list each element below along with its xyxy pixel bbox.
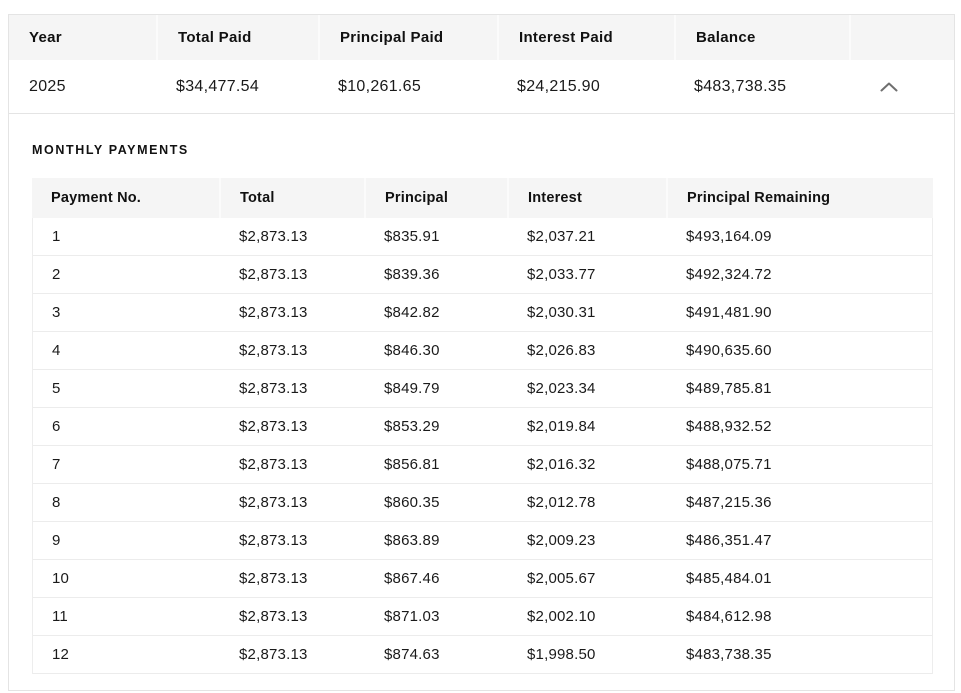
cell-principal-remaining: $491,481.90	[667, 294, 932, 331]
cell-principal: $853.29	[365, 408, 508, 445]
row-toggle-cell	[849, 60, 954, 113]
cell-principal-remaining: $488,932.52	[667, 408, 932, 445]
cell-total: $2,873.13	[220, 522, 365, 559]
cell-interest: $1,998.50	[508, 636, 667, 673]
cell-payment-no: 1	[33, 218, 220, 255]
table-row: 7 $2,873.13 $856.81 $2,016.32 $488,075.7…	[33, 446, 932, 484]
cell-principal-remaining: $490,635.60	[667, 332, 932, 369]
cell-principal-remaining: $488,075.71	[667, 446, 932, 483]
cell-principal: $867.46	[365, 560, 508, 597]
year-summary-row-2025[interactable]: 2025 $34,477.54 $10,261.65 $24,215.90 $4…	[9, 60, 954, 113]
monthly-payments-body: 1 $2,873.13 $835.91 $2,037.21 $493,164.0…	[32, 218, 933, 674]
total-paid-value: $34,477.54	[156, 60, 318, 113]
col-header-payment-no: Payment No.	[51, 190, 142, 206]
table-row: 5 $2,873.13 $849.79 $2,023.34 $489,785.8…	[33, 370, 932, 408]
cell-payment-no: 12	[33, 636, 220, 673]
cell-payment-no: 11	[33, 598, 220, 635]
col-header-balance: Balance	[674, 15, 849, 60]
chevron-up-icon	[880, 82, 898, 92]
table-row: 4 $2,873.13 $846.30 $2,026.83 $490,635.6…	[33, 332, 932, 370]
cell-interest: $2,026.83	[508, 332, 667, 369]
cell-principal: $856.81	[365, 446, 508, 483]
cell-principal: $846.30	[365, 332, 508, 369]
cell-interest: $2,009.23	[508, 522, 667, 559]
cell-principal-remaining: $486,351.47	[667, 522, 932, 559]
table-row: 1 $2,873.13 $835.91 $2,037.21 $493,164.0…	[33, 218, 932, 256]
cell-interest: $2,016.32	[508, 446, 667, 483]
table-row: 3 $2,873.13 $842.82 $2,030.31 $491,481.9…	[33, 294, 932, 332]
cell-principal: $849.79	[365, 370, 508, 407]
cell-total: $2,873.13	[220, 294, 365, 331]
cell-total: $2,873.13	[220, 636, 365, 673]
cell-principal-remaining: $492,324.72	[667, 256, 932, 293]
cell-total: $2,873.13	[220, 256, 365, 293]
cell-principal-remaining: $485,484.01	[667, 560, 932, 597]
table-row: 8 $2,873.13 $860.35 $2,012.78 $487,215.3…	[33, 484, 932, 522]
col-header-toggle-spacer	[849, 15, 954, 60]
cell-principal: $835.91	[365, 218, 508, 255]
cell-interest: $2,019.84	[508, 408, 667, 445]
monthly-payments-section: MONTHLY PAYMENTS Payment No. Total Princ…	[9, 113, 954, 690]
cell-payment-no: 4	[33, 332, 220, 369]
cell-principal: $860.35	[365, 484, 508, 521]
balance-value: $483,738.35	[674, 60, 849, 113]
cell-payment-no: 5	[33, 370, 220, 407]
table-row: 10 $2,873.13 $867.46 $2,005.67 $485,484.…	[33, 560, 932, 598]
cell-interest: $2,033.77	[508, 256, 667, 293]
col-header-year: Year	[29, 29, 62, 46]
cell-principal-remaining: $483,738.35	[667, 636, 932, 673]
cell-total: $2,873.13	[220, 484, 365, 521]
collapse-year-button[interactable]	[876, 78, 902, 96]
table-row: 2 $2,873.13 $839.36 $2,033.77 $492,324.7…	[33, 256, 932, 294]
cell-principal-remaining: $493,164.09	[667, 218, 932, 255]
table-row: 6 $2,873.13 $853.29 $2,019.84 $488,932.5…	[33, 408, 932, 446]
cell-total: $2,873.13	[220, 560, 365, 597]
cell-interest: $2,037.21	[508, 218, 667, 255]
col-header-principal-remaining: Principal Remaining	[666, 178, 933, 218]
cell-principal: $842.82	[365, 294, 508, 331]
cell-principal: $871.03	[365, 598, 508, 635]
cell-principal-remaining: $489,785.81	[667, 370, 932, 407]
table-row: 11 $2,873.13 $871.03 $2,002.10 $484,612.…	[33, 598, 932, 636]
cell-interest: $2,005.67	[508, 560, 667, 597]
cell-payment-no: 2	[33, 256, 220, 293]
cell-payment-no: 10	[33, 560, 220, 597]
cell-total: $2,873.13	[220, 408, 365, 445]
cell-total: $2,873.13	[220, 218, 365, 255]
cell-total: $2,873.13	[220, 598, 365, 635]
interest-paid-value: $24,215.90	[497, 60, 674, 113]
principal-paid-value: $10,261.65	[318, 60, 497, 113]
cell-payment-no: 9	[33, 522, 220, 559]
col-header-total-paid: Total Paid	[156, 15, 318, 60]
cell-payment-no: 8	[33, 484, 220, 521]
cell-interest: $2,012.78	[508, 484, 667, 521]
cell-total: $2,873.13	[220, 446, 365, 483]
cell-principal: $839.36	[365, 256, 508, 293]
table-row: 9 $2,873.13 $863.89 $2,009.23 $486,351.4…	[33, 522, 932, 560]
col-header-principal: Principal	[364, 178, 507, 218]
cell-payment-no: 6	[33, 408, 220, 445]
cell-payment-no: 3	[33, 294, 220, 331]
cell-total: $2,873.13	[220, 370, 365, 407]
cell-interest: $2,030.31	[508, 294, 667, 331]
col-header-total: Total	[219, 178, 364, 218]
col-header-interest: Interest	[507, 178, 666, 218]
cell-interest: $2,023.34	[508, 370, 667, 407]
cell-total: $2,873.13	[220, 332, 365, 369]
cell-interest: $2,002.10	[508, 598, 667, 635]
monthly-payments-label: MONTHLY PAYMENTS	[32, 143, 189, 157]
cell-principal-remaining: $487,215.36	[667, 484, 932, 521]
cell-payment-no: 7	[33, 446, 220, 483]
cell-principal: $874.63	[365, 636, 508, 673]
col-header-interest-paid: Interest Paid	[497, 15, 674, 60]
col-header-principal-paid: Principal Paid	[318, 15, 497, 60]
year-summary-header: Year Total Paid Principal Paid Interest …	[9, 15, 954, 60]
monthly-payments-header: Payment No. Total Principal Interest Pri…	[32, 178, 933, 218]
monthly-payments-table: Payment No. Total Principal Interest Pri…	[32, 178, 933, 674]
amortization-year-panel: Year Total Paid Principal Paid Interest …	[8, 14, 955, 691]
year-value: 2025	[9, 60, 156, 113]
cell-principal: $863.89	[365, 522, 508, 559]
cell-principal-remaining: $484,612.98	[667, 598, 932, 635]
table-row: 12 $2,873.13 $874.63 $1,998.50 $483,738.…	[33, 636, 932, 674]
